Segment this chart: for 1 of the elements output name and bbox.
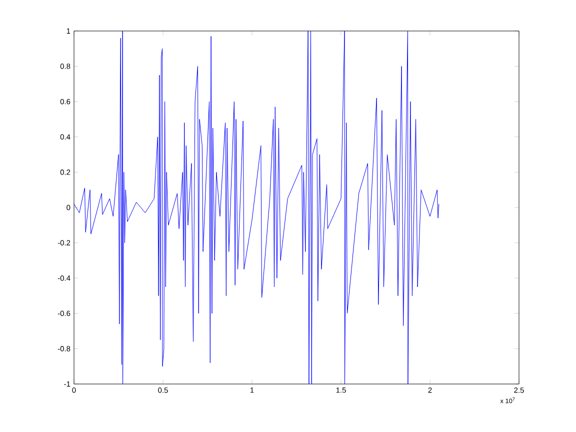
line-series [74,30,440,384]
